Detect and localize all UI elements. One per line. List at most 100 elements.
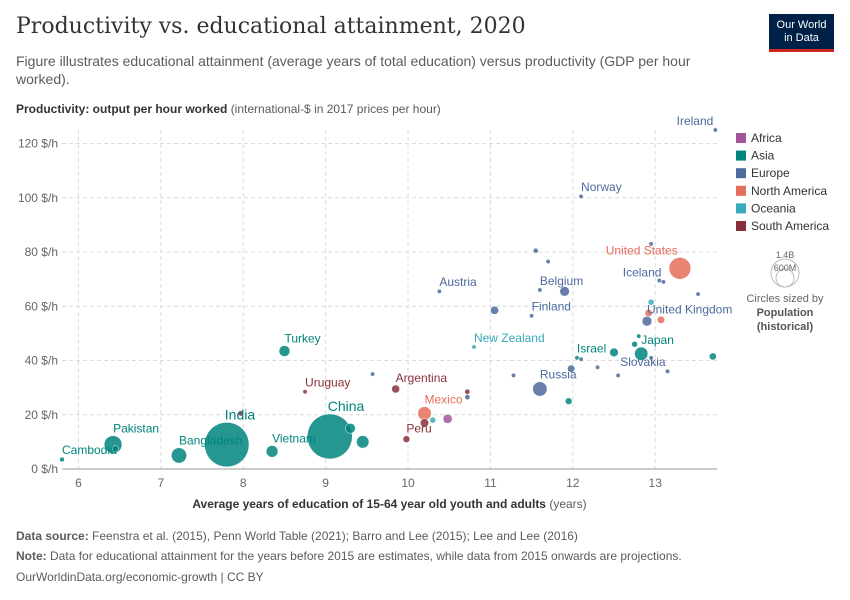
data-point: [278, 345, 291, 357]
logo-line-1: Our World: [776, 18, 827, 31]
data-point: [648, 241, 654, 247]
legend-swatch: [736, 168, 746, 179]
y-tick-label: 80 $/h: [25, 245, 58, 259]
data-point: [302, 389, 308, 395]
y-tick-label: 0 $/h: [31, 462, 58, 476]
x-axis-title: Average years of education of 15-64 year…: [192, 497, 586, 511]
data-point: [417, 406, 432, 421]
data-point: [545, 259, 551, 264]
data-point: [464, 394, 471, 400]
point-label: Peru: [406, 422, 431, 436]
legend-swatch: [736, 185, 746, 196]
legend-item: North America: [751, 184, 827, 198]
x-tick-label: 13: [649, 476, 663, 490]
size-legend-caption-note: (historical): [757, 321, 814, 333]
data-point: [665, 368, 671, 374]
point-label: Argentina: [396, 371, 448, 385]
data-point: [356, 435, 370, 449]
data-point: [391, 384, 400, 394]
legend-item: Asia: [751, 149, 775, 163]
data-point: [565, 397, 573, 405]
data-note: Note: Data for educational attainment fo…: [16, 549, 682, 563]
data-point: [644, 309, 653, 318]
data-point: [567, 364, 576, 373]
x-tick-label: 6: [75, 476, 82, 490]
y-tick-label: 20 $/h: [25, 408, 58, 422]
data-point: [112, 445, 119, 453]
data-point: [578, 356, 584, 362]
data-point: [631, 341, 638, 348]
data-point: [559, 286, 570, 297]
data-point: [511, 372, 516, 378]
x-axis-title-rest: (years): [546, 497, 587, 511]
data-point: [537, 287, 543, 293]
point-label: Finland: [532, 300, 571, 314]
point-label: Pakistan: [113, 422, 159, 436]
y-tick-label: 60 $/h: [25, 299, 58, 313]
data-point: [402, 435, 411, 443]
data-point: [442, 413, 453, 424]
point-label: Mexico: [425, 393, 463, 407]
credit-link[interactable]: OurWorldinData.org/economic-growth | CC …: [16, 570, 264, 584]
data-point: [578, 193, 584, 199]
y-tick-label: 120 $/h: [18, 137, 58, 151]
point-label: China: [328, 398, 365, 414]
point-label: Uruguay: [305, 376, 350, 390]
logo-line-2: in Data: [784, 31, 819, 44]
point-label: United States: [606, 243, 678, 257]
point-label: Iceland: [623, 266, 662, 280]
legend-swatch: [736, 203, 746, 214]
size-legend-small-circle: [775, 268, 795, 288]
size-legend-big-label: 1.4B: [776, 250, 795, 260]
legend-swatch: [736, 133, 746, 143]
point-label: Vietnam: [272, 431, 316, 445]
legend-swatch: [736, 150, 746, 161]
x-tick-label: 11: [484, 476, 497, 490]
size-legend-caption: Circles sized by: [746, 293, 824, 305]
data-point: [59, 456, 65, 463]
data-point: [660, 279, 666, 285]
data-point: [306, 413, 353, 460]
data-point: [529, 313, 535, 319]
chart-subtitle: Figure illustrates educational attainmen…: [16, 53, 691, 87]
point-label: Russia: [540, 368, 577, 382]
chart-title: Productivity vs. educational attainment,…: [16, 14, 526, 39]
x-tick-label: 7: [158, 476, 165, 490]
data-point: [647, 298, 655, 306]
data-point: [615, 372, 621, 378]
point-label: Turkey: [284, 332, 320, 346]
data-point: [204, 422, 250, 468]
y-axis-title-rest: (international-$ in 2017 prices per hour…: [230, 102, 441, 116]
x-tick-label: 8: [240, 476, 247, 490]
data-point: [595, 364, 600, 370]
data-point: [634, 346, 649, 361]
x-tick-label: 10: [401, 476, 415, 490]
data-point: [464, 388, 471, 395]
size-legend-small-label: 600M: [774, 263, 797, 273]
data-source-label: Data source:: [16, 529, 89, 543]
data-point: [171, 447, 187, 464]
point-label: Norway: [581, 180, 622, 194]
point-label: United Kingdom: [647, 302, 732, 316]
data-point: [265, 445, 279, 458]
point-label: Japan: [641, 333, 674, 347]
data-point: [668, 257, 692, 280]
data-point: [712, 127, 718, 133]
data-point: [370, 371, 376, 377]
data-point: [429, 416, 437, 424]
legend-item: South America: [751, 219, 829, 233]
legend-item: Africa: [751, 131, 782, 145]
data-point: [532, 247, 539, 254]
data-point: [532, 381, 548, 397]
note-label: Note:: [16, 549, 47, 563]
data-point: [574, 355, 580, 361]
point-label: New Zealand: [474, 331, 545, 345]
y-tick-label: 100 $/h: [18, 191, 58, 205]
owid-logo[interactable]: Our World in Data: [769, 14, 834, 52]
data-point: [657, 315, 665, 324]
legend-item: Europe: [751, 166, 790, 180]
point-label: Bangladesh: [179, 434, 242, 448]
data-point: [436, 288, 442, 294]
legend-swatch: [736, 221, 746, 231]
